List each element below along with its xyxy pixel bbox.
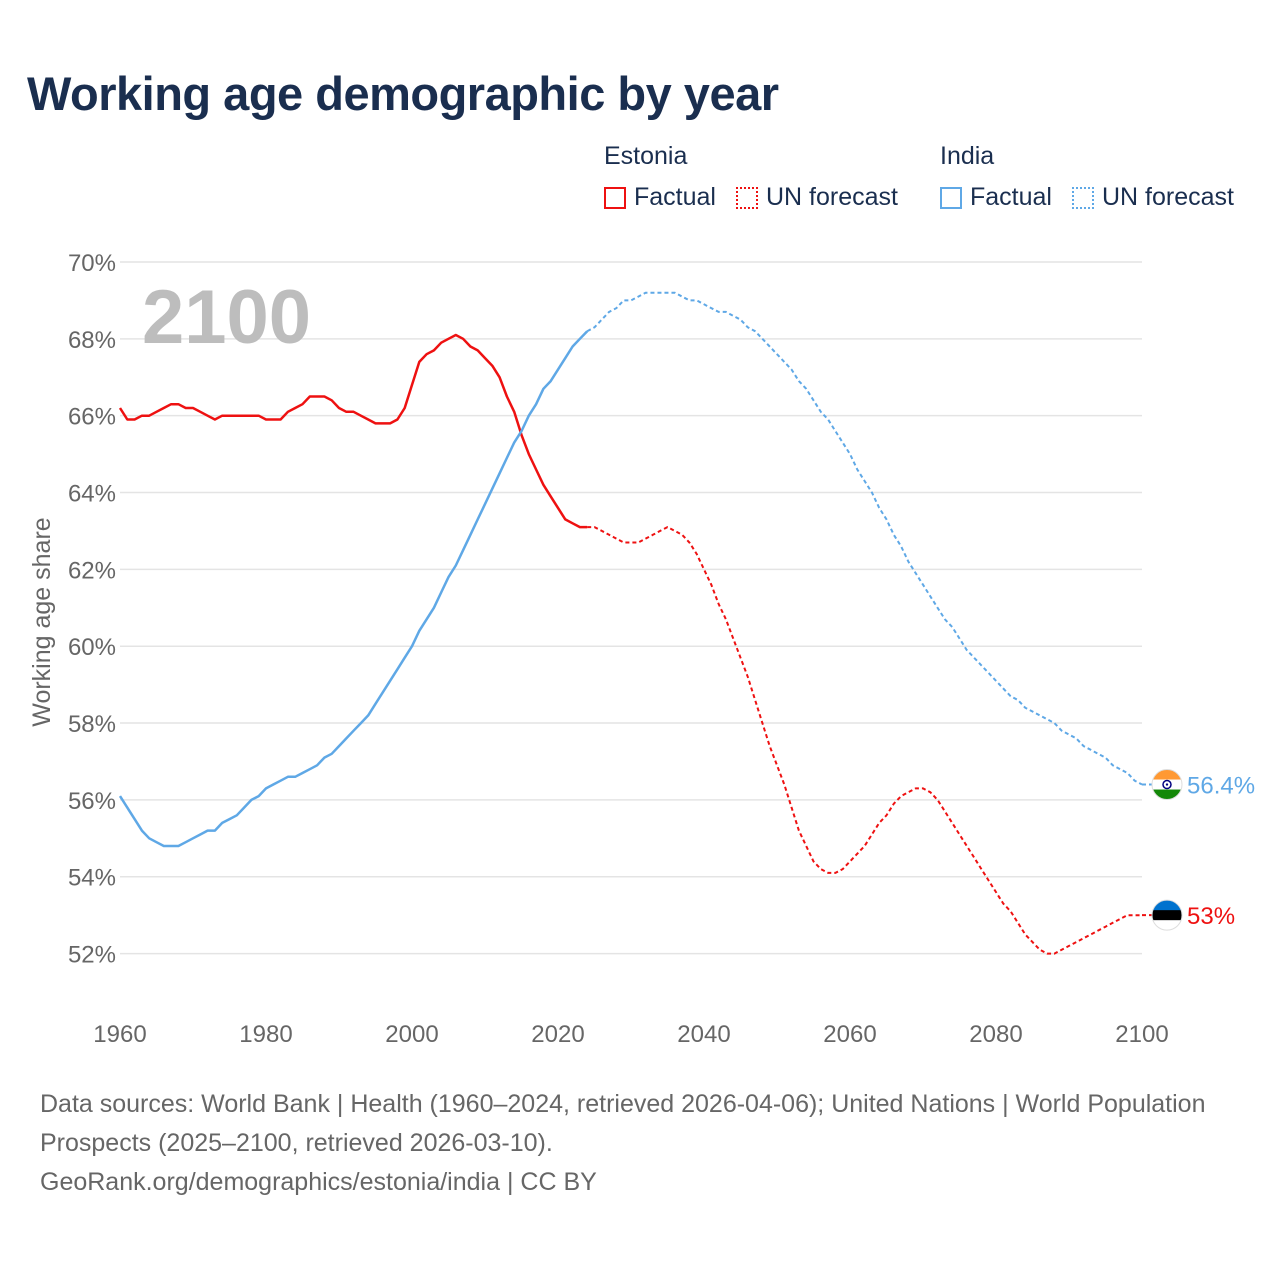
y-tick-label: 70% [68, 250, 116, 277]
india-factual-swatch [940, 186, 962, 209]
legend-estonia-label: Estonia [604, 142, 688, 170]
data-sources: Data sources: World Bank | Health (1960–… [40, 1090, 1206, 1157]
y-tick-label: 64% [68, 481, 116, 508]
x-tick-label: 2020 [531, 1021, 584, 1048]
y-tick-label: 52% [68, 942, 116, 969]
legend-estonia-forecast-text: UN forecast [765, 183, 898, 211]
x-axis-ticks: 1960 1980 2000 2020 2040 2060 2080 2100 [93, 1021, 1168, 1048]
estonia-end-label: 53% [1187, 903, 1235, 930]
y-tick-label: 68% [68, 327, 116, 354]
legend-estonia-factual[interactable]: Factual [604, 183, 716, 212]
x-tick-label: 2060 [823, 1021, 876, 1048]
india-forecast-line[interactable] [586, 291, 1143, 786]
y-axis-ticks: 52% 54% 56% 58% 60% 62% 64% 66% 68% 70% [68, 250, 116, 969]
india-forecast-swatch [1071, 186, 1094, 209]
end-markers: 53% 56.4% [1142, 769, 1255, 931]
legend-india: India Factual UN forecast [940, 142, 1234, 212]
year-overlay: 2100 [142, 275, 311, 360]
x-tick-label: 2080 [969, 1021, 1022, 1048]
chart-title: Working age demographic by year [27, 67, 779, 120]
estonia-forecast-swatch [735, 186, 758, 209]
legend-india-label: India [940, 142, 995, 170]
estonia-factual-line[interactable] [118, 333, 588, 529]
credit-link[interactable]: GeoRank.org/demographics/estonia/india |… [40, 1168, 597, 1196]
x-tick-label: 1980 [239, 1021, 292, 1048]
gridlines [120, 261, 1142, 955]
x-tick-label: 2100 [1115, 1021, 1168, 1048]
footer: Data sources: World Bank | Health (1960–… [40, 1085, 1240, 1202]
y-tick-label: 60% [68, 634, 116, 661]
legend-estonia: Estonia Factual UN forecast [604, 142, 898, 212]
y-tick-label: 66% [68, 404, 116, 431]
y-tick-label: 58% [68, 711, 116, 738]
legend-india-factual[interactable]: Factual [940, 183, 1052, 212]
estonia-flag-icon [1151, 899, 1183, 931]
estonia-factual-swatch [604, 186, 626, 209]
y-tick-label: 54% [68, 865, 116, 892]
legend-india-forecast[interactable]: UN forecast [1071, 183, 1234, 212]
x-tick-label: 2000 [385, 1021, 438, 1048]
india-factual-line[interactable] [118, 330, 589, 848]
legend-estonia-forecast[interactable]: UN forecast [735, 183, 898, 212]
x-tick-label: 2040 [677, 1021, 730, 1048]
estonia-forecast-line[interactable] [587, 525, 1142, 955]
y-tick-label: 62% [68, 557, 116, 584]
india-end-label: 56.4% [1187, 773, 1255, 800]
legend-estonia-factual-text: Factual [634, 183, 716, 211]
legend-india-forecast-text: UN forecast [1101, 183, 1234, 211]
y-axis-label: Working age share [28, 517, 56, 726]
x-tick-label: 1960 [93, 1021, 146, 1048]
india-flag-icon [1151, 769, 1183, 801]
legend-india-factual-text: Factual [970, 183, 1052, 211]
series-lines [118, 291, 1143, 955]
y-tick-label: 56% [68, 788, 116, 815]
